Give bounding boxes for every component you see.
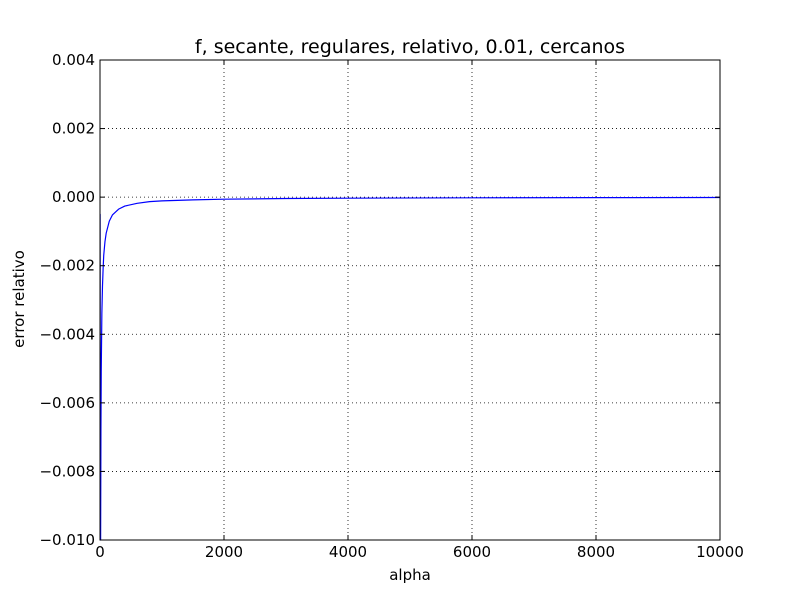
x-tick-label: 8000 (577, 543, 615, 561)
series-group (99, 196, 721, 541)
y-tick-label: −0.004 (39, 325, 95, 343)
plot-frame (99, 59, 721, 541)
x-tick-label: 10000 (696, 543, 744, 561)
y-tick-label: −0.010 (39, 531, 95, 549)
ticks: 0 2000 4000 6000 8000 10000 −0.010 −0.008 −0.006… (39, 51, 743, 561)
x-tick-label: 4000 (329, 543, 367, 561)
y-axis-label: error relativo (10, 250, 28, 348)
y-tick-label: 0.002 (52, 120, 95, 138)
y-tick-label: −0.006 (39, 394, 95, 412)
y-tick-label: −0.002 (39, 257, 95, 275)
series-line (99, 196, 721, 541)
x-axis-label: alpha (389, 566, 431, 584)
x-tick-label: 2000 (205, 543, 243, 561)
y-tick-label: −0.008 (39, 462, 95, 480)
x-tick-label: 0 (95, 543, 105, 561)
y-tick-label: 0.000 (52, 188, 95, 206)
y-tick-label: 0.004 (52, 51, 95, 69)
x-tick-label: 6000 (453, 543, 491, 561)
chart-title: f, secante, regulares, relativo, 0.01, c… (195, 36, 625, 58)
